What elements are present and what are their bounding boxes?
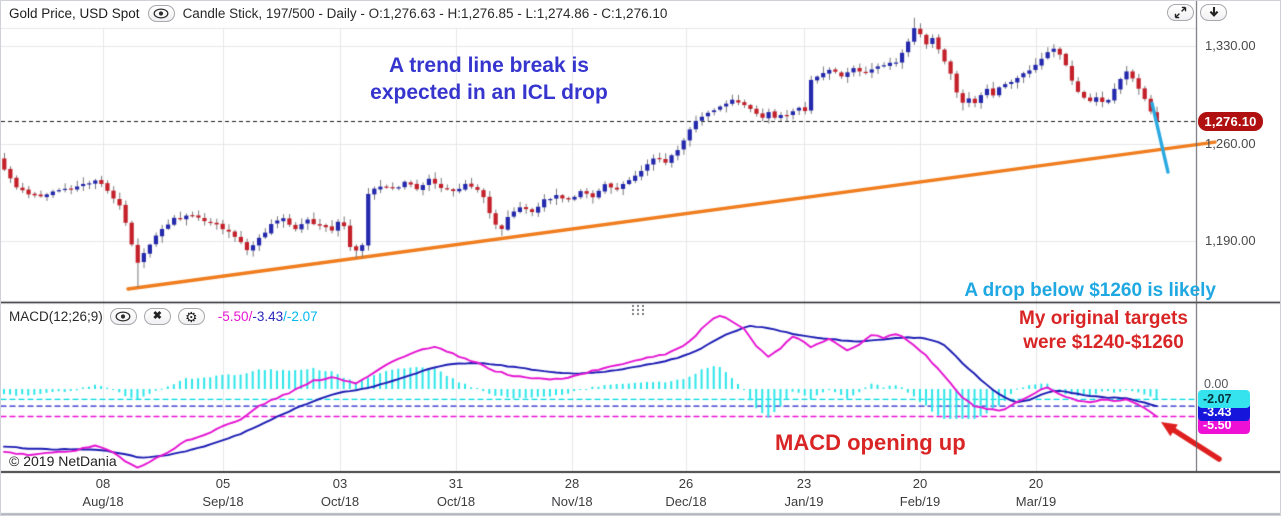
macd-visibility-button[interactable] — [109, 308, 137, 325]
x-tick-day: 20 — [1028, 476, 1044, 491]
x-tick-day: 23 — [796, 476, 812, 491]
x-tick-day: 05 — [215, 476, 231, 491]
annotation-macd-opening: MACD opening up — [775, 430, 966, 455]
annotation-line: expected in an ICL drop — [370, 80, 608, 104]
x-tick-month: Dec/18 — [665, 494, 707, 509]
x-tick-month: Feb/19 — [899, 494, 941, 509]
annotation-line: A trend line break is — [389, 54, 589, 77]
annotation-line: My original targets — [1019, 308, 1188, 329]
x-tick-month: Oct/18 — [320, 494, 360, 509]
expand-arrows-icon — [1174, 6, 1187, 19]
x-tick-month: Aug/18 — [82, 494, 124, 509]
download-button[interactable] — [1200, 4, 1227, 21]
annotation-line: were $1240-$1260 — [1023, 332, 1184, 354]
annotation-targets: My original targets were $1240-$1260 — [1001, 307, 1206, 356]
eye-icon — [153, 8, 169, 19]
x-tick-month: Oct/18 — [436, 494, 476, 509]
macd-title: MACD(12;26;9) — [9, 309, 103, 324]
x-tick-month: Nov/18 — [551, 494, 593, 509]
series-info: Candle Stick, 197/500 - Daily - O:1,276.… — [182, 6, 668, 21]
visibility-toggle-button[interactable] — [147, 5, 175, 22]
x-tick-month: Jan/19 — [784, 494, 824, 509]
price-axis-label: 1,330.00 — [1205, 38, 1256, 53]
copyright-notice: © 2019 NetDania — [9, 453, 117, 469]
download-arrow-icon — [1209, 7, 1218, 17]
macd-value: /-2.07 — [283, 309, 318, 324]
symbol-title: Gold Price, USD Spot — [9, 6, 140, 21]
macd-header: MACD(12;26;9) ✖ ⚙ -5.50/-3.43/-2.07 — [9, 308, 318, 325]
macd-value: -3.43 — [252, 309, 284, 324]
x-tick-day: 20 — [912, 476, 928, 491]
eye-icon — [115, 311, 131, 322]
x-tick-day: 08 — [95, 476, 111, 491]
last-price-badge: 1,276.10 — [1198, 111, 1263, 131]
annotation-trend-break: A trend line break is expected in an ICL… — [339, 53, 639, 107]
instrument-header: Gold Price, USD Spot Candle Stick, 197/5… — [9, 5, 667, 22]
time-axis[interactable]: 08 Aug/18 05 Sep/18 03 Oct/18 31 Oct/18 28 Nov/18… — [1, 473, 1280, 515]
annotation-drop-below: A drop below $1260 is likely — [964, 280, 1216, 301]
macd-value-badge: -2.07 — [1198, 390, 1250, 409]
panel-resize-handle[interactable] — [629, 303, 649, 316]
x-tick-day: 28 — [564, 476, 580, 491]
macd-values: -5.50/-3.43/-2.07 — [218, 309, 318, 324]
macd-remove-button[interactable]: ✖ — [143, 308, 171, 325]
macd-value: -5.50/ — [217, 309, 253, 324]
macd-settings-button[interactable]: ⚙ — [177, 308, 205, 325]
x-tick-day: 26 — [678, 476, 694, 491]
close-icon: ✖ — [152, 310, 162, 322]
price-axis-label: 1,190.00 — [1205, 233, 1256, 248]
x-tick-month: Mar/19 — [1015, 494, 1057, 509]
x-tick-day: 31 — [448, 476, 464, 491]
x-tick-day: 03 — [332, 476, 348, 491]
gear-icon: ⚙ — [185, 308, 198, 325]
macd-zero-label: 0.00 — [1204, 377, 1229, 391]
x-tick-month: Sep/18 — [202, 494, 244, 509]
expand-button[interactable] — [1167, 4, 1194, 21]
price-axis-label: 1,260.00 — [1205, 135, 1256, 151]
